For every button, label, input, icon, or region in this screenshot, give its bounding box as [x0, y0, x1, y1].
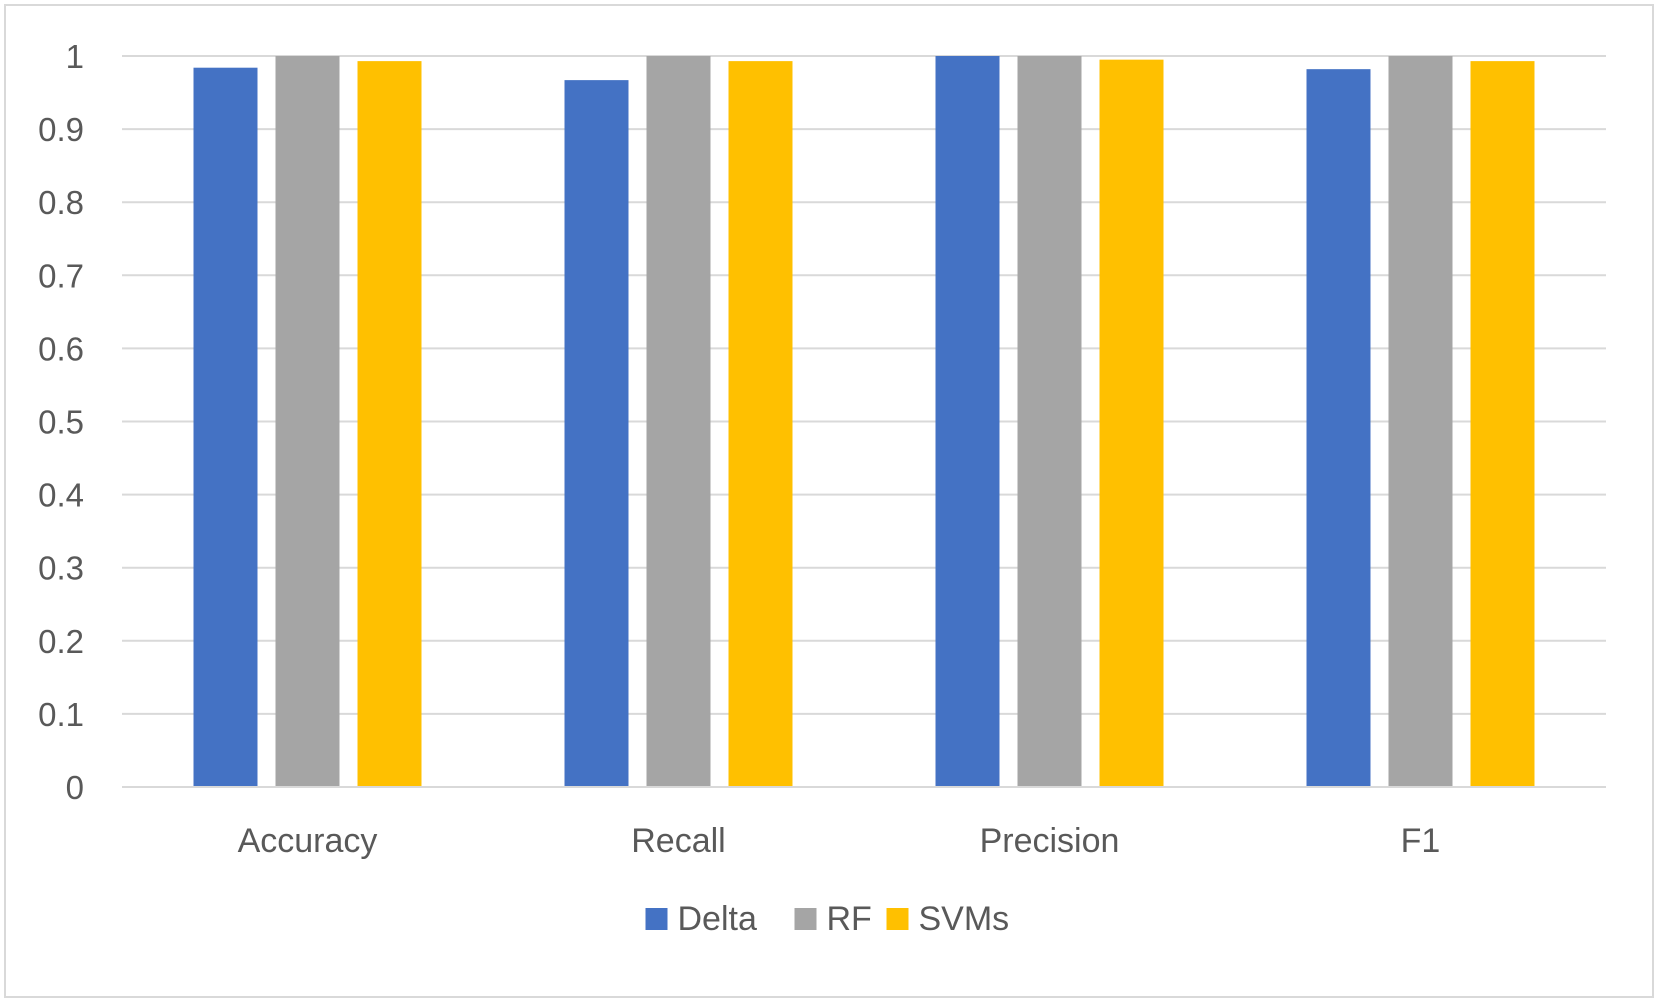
legend-swatch-rf [794, 908, 817, 930]
bar-svms-recall [728, 61, 793, 787]
bar-svms-f1 [1470, 61, 1535, 787]
legend-swatch-svms [886, 908, 909, 930]
legend-label-svms: SVMs [919, 900, 1010, 938]
bar-svms-accuracy [357, 61, 422, 787]
x-tick-label: Accuracy [238, 822, 378, 860]
y-tick-label: 0.3 [38, 550, 84, 587]
y-tick-label: 0.9 [38, 111, 84, 148]
bar-rf-precision [1017, 56, 1082, 787]
bar-delta-recall [564, 80, 629, 788]
x-tick-label: Recall [631, 822, 725, 860]
x-tick-label: Precision [980, 822, 1120, 860]
legend-swatch-delta [645, 908, 668, 930]
bar-svms-precision [1099, 59, 1164, 787]
y-tick-label: 0.5 [38, 404, 84, 441]
x-tick-label: F1 [1401, 822, 1441, 860]
bar-delta-accuracy [193, 67, 258, 788]
bar-rf-f1 [1388, 56, 1453, 787]
y-tick-label: 0.2 [38, 623, 84, 660]
bar-rf-accuracy [275, 56, 340, 787]
bar-rf-recall [646, 56, 711, 787]
y-tick-label: 0.8 [38, 184, 84, 221]
y-tick-label: 0.7 [38, 257, 84, 294]
y-tick-label: 0.6 [38, 330, 84, 367]
bar-delta-f1 [1306, 69, 1371, 787]
legend-label-delta: Delta [678, 900, 757, 938]
bar-delta-precision [935, 56, 1000, 787]
y-tick-label: 1 [66, 38, 84, 75]
y-tick-label: 0.1 [38, 696, 84, 733]
y-tick-label: 0 [66, 769, 84, 806]
legend-label-rf: RF [827, 900, 872, 938]
y-tick-label: 0.4 [38, 477, 84, 514]
